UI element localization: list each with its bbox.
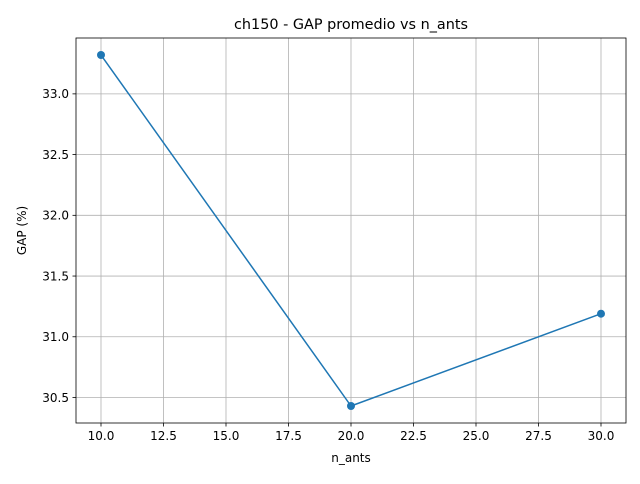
grid [76, 38, 626, 423]
x-tick-label: 10.0 [88, 429, 115, 443]
y-tick-label: 30.5 [42, 391, 69, 405]
y-tick-label: 31.5 [42, 269, 69, 283]
x-tick-label: 17.5 [275, 429, 302, 443]
x-tick-label: 27.5 [525, 429, 552, 443]
x-tick-label: 22.5 [400, 429, 427, 443]
x-tick-label: 25.0 [463, 429, 490, 443]
y-tick-label: 31.0 [42, 330, 69, 344]
ticks: 10.0 12.5 15.0 17.5 20.0 22.5 25.0 27.5 30.0 30.5… [42, 87, 614, 443]
data-point [597, 309, 605, 318]
chart-title: ch150 - GAP promedio vs n_ants [234, 17, 468, 33]
x-tick-label: 30.0 [588, 429, 615, 443]
y-tick-label: 32.5 [42, 148, 69, 162]
x-axis-label: n_ants [331, 451, 371, 465]
data-point [347, 401, 355, 410]
x-tick-label: 20.0 [338, 429, 365, 443]
series-layer [97, 51, 605, 410]
y-axis-label: GAP (%) [15, 206, 29, 255]
data-point [97, 51, 105, 60]
y-tick-label: 32.0 [42, 209, 69, 223]
x-tick-label: 15.0 [213, 429, 240, 443]
x-tick-label: 12.5 [150, 429, 177, 443]
y-tick-label: 33.0 [42, 87, 69, 101]
